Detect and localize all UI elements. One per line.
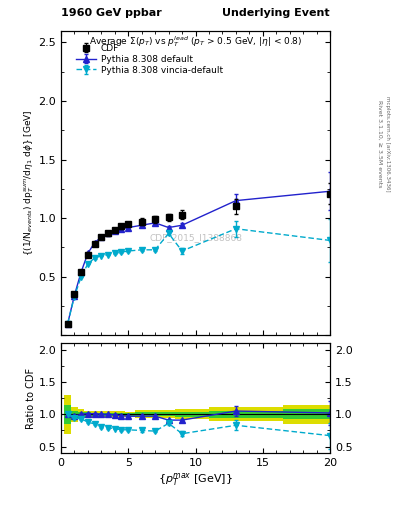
Text: 1960 GeV ppbar: 1960 GeV ppbar: [61, 8, 162, 18]
X-axis label: {$p_T^{max}$ [GeV]}: {$p_T^{max}$ [GeV]}: [158, 471, 233, 488]
Text: Average $\Sigma(p_T)$ vs $p_T^{lead}$ ($p_T$ > 0.5 GeV, $|\eta|$ < 0.8): Average $\Sigma(p_T)$ vs $p_T^{lead}$ ($…: [89, 34, 302, 49]
Text: Underlying Event: Underlying Event: [222, 8, 330, 18]
Y-axis label: {(1/N$_{events}$) dp$_T^{sum}$/d$\eta_1$ d$\phi$} [GeV]: {(1/N$_{events}$) dp$_T^{sum}$/d$\eta_1$…: [22, 110, 35, 257]
Text: CDF_2015_I1388868: CDF_2015_I1388868: [149, 233, 242, 242]
Text: Rivet 3.1.10, ≥ 3.5M events: Rivet 3.1.10, ≥ 3.5M events: [377, 100, 382, 187]
Y-axis label: Ratio to CDF: Ratio to CDF: [26, 368, 35, 429]
Text: mcplots.cern.ch [arXiv:1306.3436]: mcplots.cern.ch [arXiv:1306.3436]: [385, 96, 389, 191]
Legend: CDF, Pythia 8.308 default, Pythia 8.308 vincia-default: CDF, Pythia 8.308 default, Pythia 8.308 …: [73, 41, 226, 77]
